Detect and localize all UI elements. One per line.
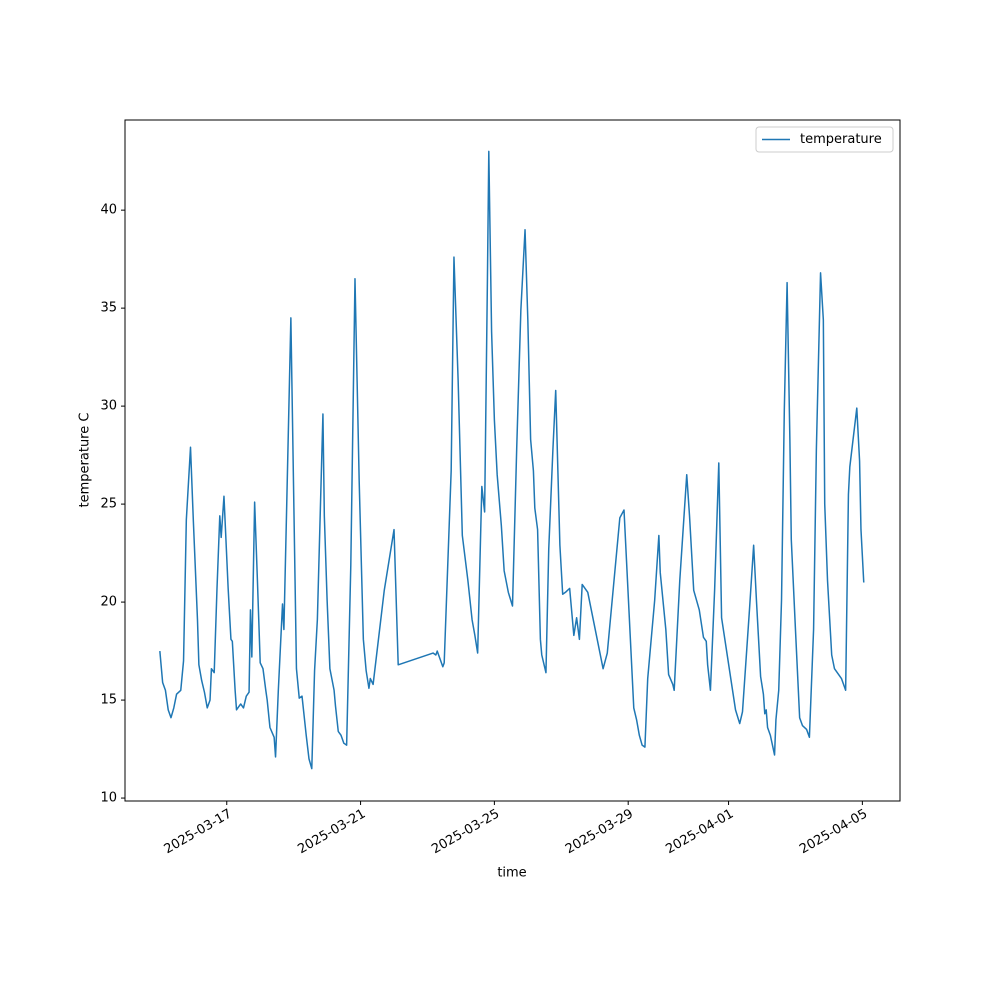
y-tick-label: 15 <box>100 693 117 708</box>
x-tick-label: 2025-03-25 <box>429 807 502 858</box>
legend-label: temperature <box>800 132 882 147</box>
y-tick-label: 10 <box>100 791 117 806</box>
x-tick-label: 2025-03-17 <box>162 807 235 858</box>
x-axis-label: time <box>497 866 526 881</box>
y-tick-label: 30 <box>100 399 117 414</box>
x-tick-label: 2025-04-05 <box>797 807 870 858</box>
plot-frame <box>124 119 901 802</box>
x-tick-label: 2025-04-01 <box>663 807 736 858</box>
y-tick-label: 40 <box>100 203 117 218</box>
y-tick-label: 20 <box>100 595 117 610</box>
line <box>159 150 865 770</box>
y-tick-label: 35 <box>100 301 117 316</box>
y-tick-label: 25 <box>100 497 117 512</box>
x-tick-label: 2025-03-29 <box>563 807 636 858</box>
legend-box <box>755 126 894 153</box>
x-tick-label: 2025-03-21 <box>295 807 368 858</box>
y-axis-label: temperature C <box>78 413 93 508</box>
